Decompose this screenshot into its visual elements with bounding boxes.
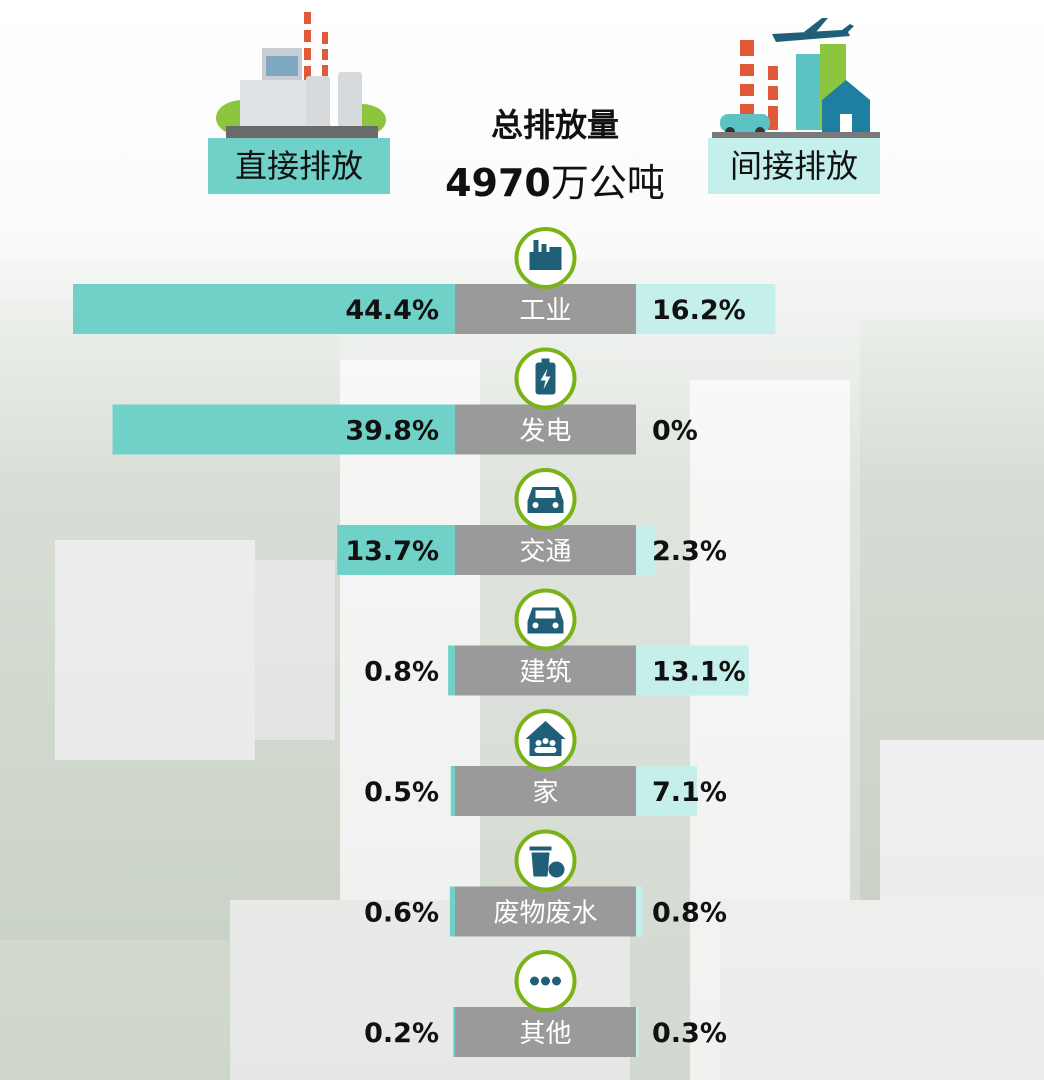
person-head-shape <box>535 740 542 746</box>
factory-illustration <box>216 12 386 138</box>
car-window-shape <box>535 490 556 498</box>
category-band <box>455 1007 636 1057</box>
dot-shape <box>541 976 550 986</box>
direct-emissions-label: 直接排放 <box>208 138 390 194</box>
direct-value-label: 44.4% <box>345 295 439 326</box>
indirect-value-label: 0% <box>652 416 698 447</box>
category-band <box>455 525 636 575</box>
car-light-shape <box>532 622 539 629</box>
indirect-value-label: 0.8% <box>652 898 727 929</box>
category-label: 其他 <box>519 1019 571 1049</box>
indirect-value-label: 13.1% <box>652 657 746 688</box>
category-label: 交通 <box>519 537 571 567</box>
factory-body-shape <box>529 252 562 270</box>
direct-bar <box>453 1007 455 1057</box>
direct-value-label: 0.5% <box>364 777 439 808</box>
total-emissions-title: 总排放量 <box>490 106 619 144</box>
direct-bar <box>337 525 455 575</box>
bin-lid-shape <box>529 846 552 851</box>
category-band <box>455 766 636 816</box>
direct-value-label: 13.7% <box>345 536 439 567</box>
bin-body-shape <box>531 852 550 877</box>
category-band <box>455 886 636 937</box>
direct-value-label: 0.6% <box>364 898 439 929</box>
factory-chimney-shape <box>541 244 547 254</box>
direct-bar <box>73 284 455 334</box>
indirect-value-label: 2.3% <box>652 536 727 567</box>
category-label: 发电 <box>519 417 571 447</box>
category-band <box>455 404 636 455</box>
category-label: 家 <box>532 778 558 808</box>
total-emissions-value: 4970万公吨 <box>430 152 680 207</box>
indirect-bar <box>636 645 749 696</box>
direct-value-label: 39.8% <box>345 416 439 447</box>
indirect-value-label: 7.1% <box>652 777 727 808</box>
bag-shape <box>548 861 565 878</box>
total-value-unit: 万公吨 <box>550 161 665 205</box>
indirect-bar <box>636 1007 639 1057</box>
city-illustration <box>712 18 880 138</box>
people-body-shape <box>534 747 557 753</box>
person-head-shape <box>542 738 549 744</box>
category-band <box>455 645 636 696</box>
car-window-shape <box>535 610 556 619</box>
car-light-shape <box>552 622 559 629</box>
direct-value-label: 0.8% <box>364 657 439 688</box>
factory-roof-shape <box>549 247 562 253</box>
direct-bar <box>448 645 455 696</box>
indirect-value-label: 16.2% <box>652 295 746 326</box>
direct-value-label: 0.2% <box>364 1018 439 1049</box>
factory-chimney-shape <box>533 240 539 254</box>
car-light-shape <box>552 502 559 508</box>
indirect-emissions-label: 间接排放 <box>708 138 880 194</box>
category-band <box>455 284 636 334</box>
direct-bar <box>449 886 455 937</box>
person-head-shape <box>549 740 556 746</box>
category-label: 工业 <box>519 296 571 326</box>
indirect-value-label: 0.3% <box>652 1018 727 1049</box>
lightning-shape <box>540 368 551 390</box>
dot-shape <box>530 976 539 986</box>
battery-cap-shape <box>541 358 550 364</box>
indirect-bar <box>636 766 698 816</box>
total-value-number: 4970 <box>445 161 551 205</box>
indirect-bar <box>636 886 643 937</box>
dot-shape <box>552 976 561 986</box>
direct-bar <box>450 766 455 816</box>
indirect-bar <box>636 284 776 334</box>
indirect-bar <box>636 525 656 575</box>
direct-bar <box>112 404 456 455</box>
car-light-shape <box>532 502 539 508</box>
category-label: 废物废水 <box>493 899 597 929</box>
category-label: 建筑 <box>519 658 571 688</box>
